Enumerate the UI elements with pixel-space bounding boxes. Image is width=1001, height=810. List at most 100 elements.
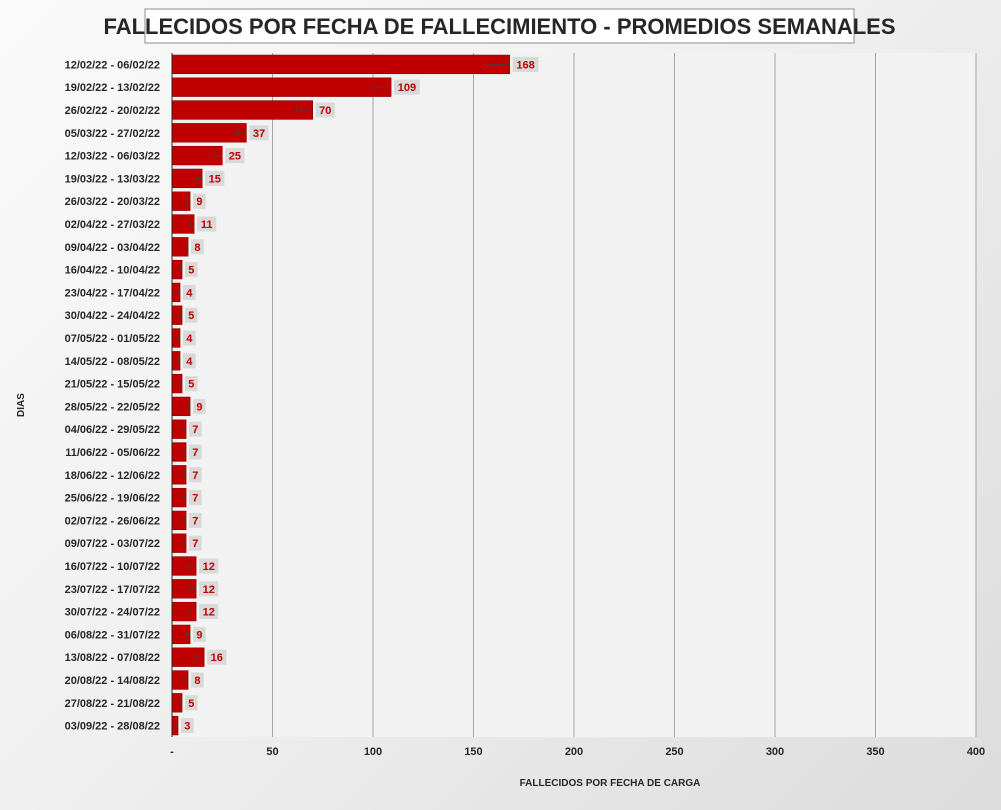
data-label-bg [189,421,202,437]
y-tick-label: 19/02/22 - 13/02/22 [65,82,160,94]
data-label: 8 [194,675,200,687]
data-label-bg [315,102,335,118]
y-tick-label: 27/08/22 - 21/08/22 [65,698,160,710]
data-label-bg [394,79,420,95]
data-label-bg [199,604,219,620]
x-tick-label: 400 [967,746,985,758]
data-label-bg [199,558,219,574]
data-label-bg [205,170,225,186]
y-tick-label: 14/05/22 - 08/05/22 [65,356,160,368]
data-label: 9 [196,401,202,413]
data-label: 3 [184,721,190,733]
chart-title: FALLECIDOS POR FECHA DE FALLECIMIENTO - … [103,8,896,44]
y-tick-label: 12/03/22 - 06/03/22 [65,151,160,163]
y-tick-label: 03/09/22 - 28/08/22 [65,721,160,733]
bar [172,100,313,120]
y-tick-label: 11/06/22 - 05/06/22 [65,447,160,459]
data-label: 11 [201,219,213,231]
data-label-bg [189,535,202,551]
y-tick-label: 07/05/22 - 01/05/22 [65,333,160,345]
x-axis-tick-labels: - 50 100 150 200 250 300 350 400 [170,746,985,758]
y-tick-label: 30/04/22 - 24/04/22 [65,310,160,322]
y-tick-label: 04/06/22 - 29/05/22 [65,424,160,436]
data-label-bg [185,376,198,392]
y-tick-label: 12/02/22 - 06/02/22 [65,59,160,71]
data-label-bg [191,239,204,255]
data-label: 7 [192,515,198,527]
y-tick-label: 25/06/22 - 19/06/22 [65,493,160,505]
y-tick-label: 18/06/22 - 12/06/22 [65,470,160,482]
bar [172,77,392,97]
data-label: 8 [194,242,200,254]
data-label: 5 [188,698,194,710]
y-axis-title: DIAS [16,393,27,417]
data-label-bg [189,512,202,528]
y-tick-label: 13/08/22 - 07/08/22 [65,652,160,664]
data-label-bg [183,284,196,300]
data-label-bg [181,718,194,734]
y-tick-label: 02/04/22 - 27/03/22 [65,219,160,231]
data-label: 7 [192,493,198,505]
y-tick-label: 26/02/22 - 20/02/22 [65,105,160,117]
data-label-bg [185,695,198,711]
data-label-bg [193,626,206,642]
data-label-bg [185,307,198,323]
gridlines [171,53,977,737]
y-tick-label: 19/03/22 - 13/03/22 [65,173,160,185]
data-label: 25 [229,151,241,163]
data-label: 15 [209,173,221,185]
y-tick-label: 23/04/22 - 17/04/22 [65,287,160,299]
x-tick-label: 100 [364,746,382,758]
data-label-bg [189,490,202,506]
bar [172,123,247,143]
data-label-bg [207,649,227,665]
data-label-bg [189,444,202,460]
data-label-bg [189,467,202,483]
data-label-bg [225,148,245,164]
data-label: 16 [211,652,223,664]
data-label: 12 [203,561,215,573]
y-tick-label: 05/03/22 - 27/02/22 [65,128,160,140]
data-label: 4 [186,356,193,368]
data-label-bg [191,672,204,688]
data-label: 70 [319,105,331,117]
y-tick-label: 20/08/22 - 14/08/22 [65,675,160,687]
data-label: 7 [192,447,198,459]
y-tick-label: 02/07/22 - 26/06/22 [65,515,160,527]
y-tick-label: 21/05/22 - 15/05/22 [65,379,160,391]
data-label-bg [185,262,198,278]
data-label: 9 [196,196,202,208]
x-axis-title: FALLECIDOS POR FECHA DE CARGA [520,778,701,789]
data-label: 109 [398,82,416,94]
chart-title-box [144,8,855,44]
bar [172,54,510,75]
y-tick-label: 26/03/22 - 20/03/22 [65,196,160,208]
data-label: 4 [186,333,193,345]
x-tick-label: 350 [866,746,884,758]
y-tick-label: 30/07/22 - 24/07/22 [65,607,160,619]
data-label: 5 [188,310,194,322]
x-tick-label: 250 [665,746,683,758]
data-label: 168 [516,59,534,71]
x-tick-label: - [170,746,174,758]
y-tick-label: 28/05/22 - 22/05/22 [65,401,160,413]
data-label-bg [199,581,219,597]
data-label-bg [512,56,539,72]
y-tick-label: 16/04/22 - 10/04/22 [65,265,160,277]
data-label-bg [193,193,206,209]
data-label-bg [197,216,217,232]
data-labels: 1681097037251591185454459777777121212916… [181,56,539,734]
x-tick-label: 300 [766,746,784,758]
y-tick-label: 16/07/22 - 10/07/22 [65,561,160,573]
x-tick-label: 150 [464,746,482,758]
data-label: 5 [188,265,194,277]
data-label: 7 [192,470,198,482]
x-tick-label: 200 [565,746,583,758]
data-label-bg [193,398,206,414]
data-label: 12 [203,607,215,619]
data-label: 9 [196,629,202,641]
data-label-bg [183,330,196,346]
chart-title-text: FALLECIDOS POR FECHA DE FALLECIMIENTO - … [103,14,895,39]
data-label: 12 [203,584,215,596]
